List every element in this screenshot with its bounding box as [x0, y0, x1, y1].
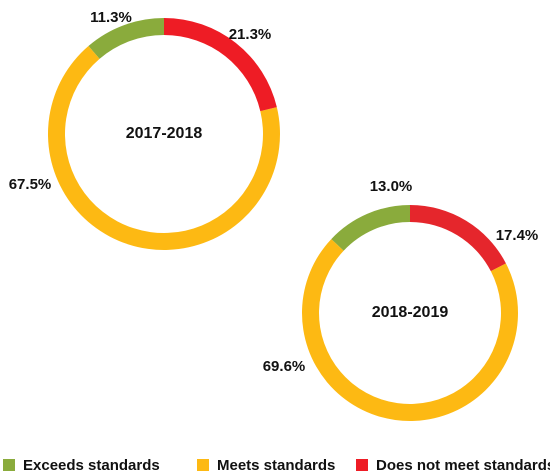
center-title: 2017-2018 [126, 125, 203, 142]
legend-swatch [356, 459, 368, 471]
donut-segment [410, 205, 506, 272]
legend-label: Exceeds standards [23, 457, 160, 473]
value-label: 67.5% [9, 176, 52, 193]
value-label: 11.3% [90, 9, 132, 26]
donut-segment [88, 18, 164, 59]
value-label: 13.0% [370, 178, 413, 195]
legend-label: Does not meet standards [376, 457, 550, 473]
legend-swatch [197, 459, 209, 471]
donut-segment [302, 239, 518, 421]
donut-segment [164, 18, 277, 112]
donut-segment [47, 45, 280, 251]
value-label: 21.3% [229, 26, 272, 43]
donut-segment [331, 205, 410, 251]
center-title: 2018-2019 [372, 304, 449, 321]
value-label: 17.4% [496, 227, 539, 244]
legend-label: Meets standards [217, 457, 335, 473]
value-label: 69.6% [263, 358, 306, 375]
legend-swatch [3, 459, 15, 471]
